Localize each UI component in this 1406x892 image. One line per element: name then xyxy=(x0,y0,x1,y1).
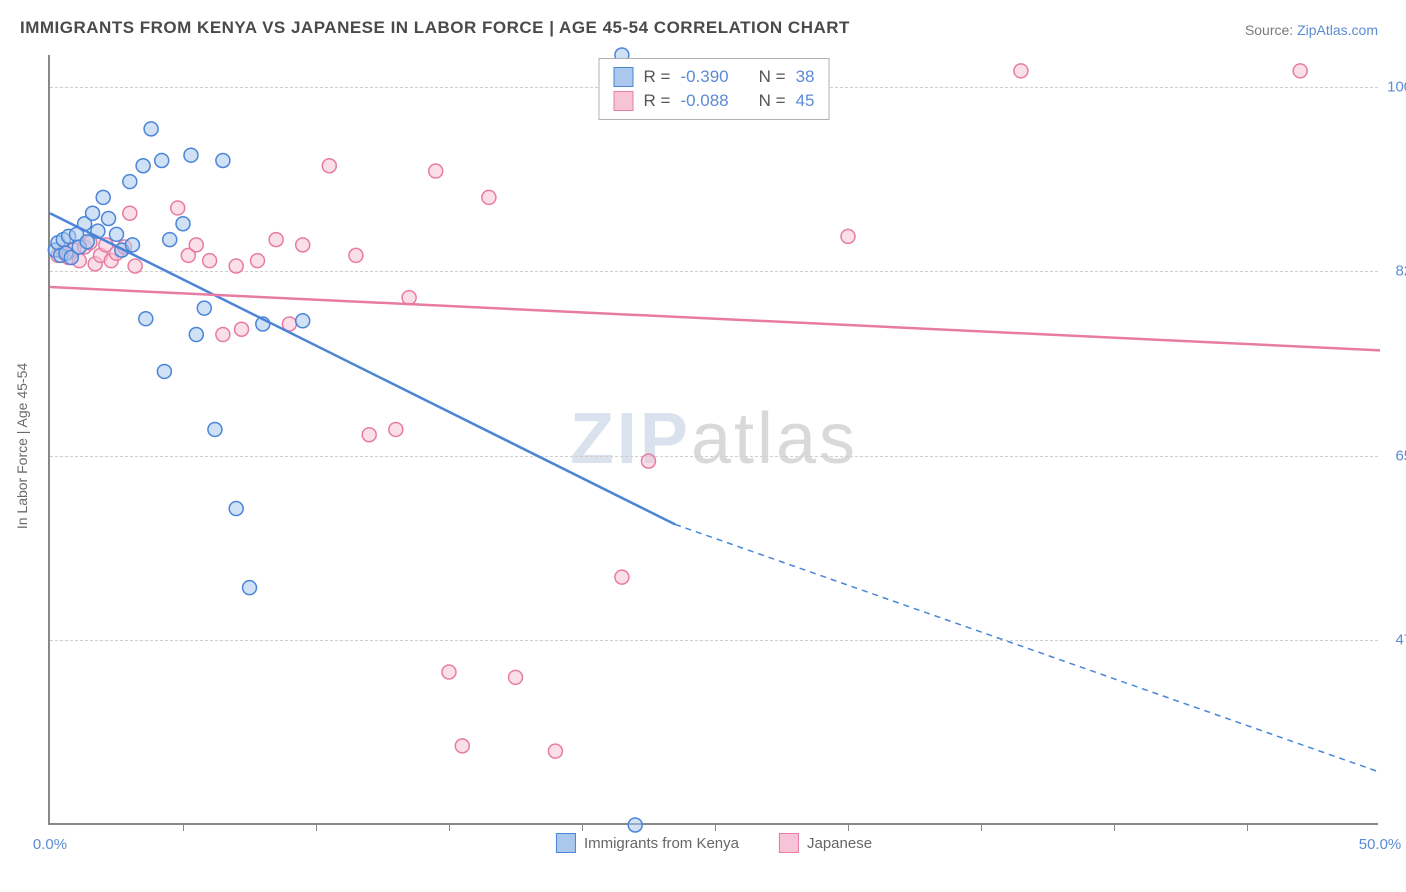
x-tick-label: 50.0% xyxy=(1359,836,1402,853)
data-point xyxy=(96,190,110,204)
data-point xyxy=(144,122,158,136)
correlation-legend: R = -0.390 N = 38 R = -0.088 N = 45 xyxy=(599,58,830,120)
x-tick-mark xyxy=(1114,823,1115,831)
correlation-chart: IMMIGRANTS FROM KENYA VS JAPANESE IN LAB… xyxy=(0,0,1406,892)
source-link[interactable]: ZipAtlas.com xyxy=(1297,22,1378,38)
legend-row-series-1: R = -0.390 N = 38 xyxy=(614,65,815,89)
trend-line-extrapolated xyxy=(675,524,1380,772)
data-point xyxy=(322,159,336,173)
data-point xyxy=(197,301,211,315)
data-point xyxy=(402,291,416,305)
r-value-2: -0.088 xyxy=(680,89,728,113)
n-value-1: 38 xyxy=(796,65,815,89)
data-point xyxy=(110,227,124,241)
y-tick-label: 82.5% xyxy=(1383,263,1406,280)
x-tick-mark xyxy=(582,823,583,831)
swatch-series-1 xyxy=(556,833,576,853)
swatch-series-2 xyxy=(614,91,634,111)
source-credit: Source: ZipAtlas.com xyxy=(1245,22,1378,38)
data-point xyxy=(136,159,150,173)
data-point xyxy=(125,238,139,252)
data-point xyxy=(102,211,116,225)
y-axis-label: In Labor Force | Age 45-54 xyxy=(14,363,30,529)
x-tick-mark xyxy=(449,823,450,831)
data-point xyxy=(615,570,629,584)
data-point xyxy=(349,248,363,262)
x-tick-mark xyxy=(981,823,982,831)
x-tick-mark xyxy=(715,823,716,831)
data-point xyxy=(155,153,169,167)
legend-item-2: Japanese xyxy=(779,833,872,853)
data-point xyxy=(171,201,185,215)
source-prefix: Source: xyxy=(1245,22,1297,38)
data-point xyxy=(176,217,190,231)
swatch-series-2 xyxy=(779,833,799,853)
data-point xyxy=(642,454,656,468)
data-point xyxy=(296,314,310,328)
data-point xyxy=(184,148,198,162)
legend-item-1: Immigrants from Kenya xyxy=(556,833,739,853)
data-point xyxy=(203,254,217,268)
data-point xyxy=(216,153,230,167)
data-point xyxy=(455,739,469,753)
data-point xyxy=(229,502,243,516)
y-tick-label: 47.5% xyxy=(1383,632,1406,649)
data-point xyxy=(80,235,94,249)
series-legend: Immigrants from Kenya Japanese xyxy=(556,833,872,853)
data-point xyxy=(208,422,222,436)
data-point xyxy=(841,229,855,243)
data-point xyxy=(189,238,203,252)
data-point xyxy=(509,670,523,684)
x-tick-mark xyxy=(848,823,849,831)
plot-area: ZIPatlas 47.5%65.0%82.5%100.0% 0.0%50.0%… xyxy=(48,55,1378,825)
swatch-series-1 xyxy=(614,67,634,87)
r-label: R = xyxy=(644,89,671,113)
data-point xyxy=(123,206,137,220)
data-point xyxy=(189,328,203,342)
data-point xyxy=(157,364,171,378)
chart-title: IMMIGRANTS FROM KENYA VS JAPANESE IN LAB… xyxy=(20,18,850,38)
legend-row-series-2: R = -0.088 N = 45 xyxy=(614,89,815,113)
trend-line xyxy=(50,213,675,524)
data-point xyxy=(235,322,249,336)
plot-svg xyxy=(50,55,1378,823)
data-point xyxy=(628,818,642,832)
x-tick-mark xyxy=(183,823,184,831)
data-point xyxy=(442,665,456,679)
data-point xyxy=(296,238,310,252)
data-point xyxy=(1293,64,1307,78)
y-tick-label: 65.0% xyxy=(1383,447,1406,464)
data-point xyxy=(269,233,283,247)
n-value-2: 45 xyxy=(796,89,815,113)
n-label: N = xyxy=(759,65,786,89)
data-point xyxy=(128,259,142,273)
data-point xyxy=(139,312,153,326)
data-point xyxy=(163,233,177,247)
data-point xyxy=(482,190,496,204)
data-point xyxy=(229,259,243,273)
data-point xyxy=(389,422,403,436)
series-1-name: Immigrants from Kenya xyxy=(584,835,739,852)
data-point xyxy=(250,254,264,268)
data-point xyxy=(243,581,257,595)
y-tick-label: 100.0% xyxy=(1383,78,1406,95)
trend-line xyxy=(50,287,1380,350)
n-label: N = xyxy=(759,89,786,113)
r-value-1: -0.390 xyxy=(680,65,728,89)
data-point xyxy=(362,428,376,442)
data-point xyxy=(1014,64,1028,78)
data-point xyxy=(216,328,230,342)
x-tick-label: 0.0% xyxy=(33,836,67,853)
r-label: R = xyxy=(644,65,671,89)
x-tick-mark xyxy=(316,823,317,831)
data-point xyxy=(123,175,137,189)
data-point xyxy=(86,206,100,220)
data-point xyxy=(429,164,443,178)
series-2-name: Japanese xyxy=(807,835,872,852)
data-point xyxy=(548,744,562,758)
x-tick-mark xyxy=(1247,823,1248,831)
